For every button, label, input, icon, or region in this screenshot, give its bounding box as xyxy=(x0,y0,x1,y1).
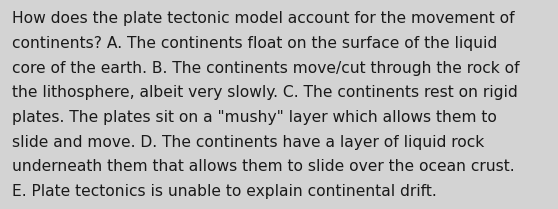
Text: the lithosphere, albeit very slowly. C. The continents rest on rigid: the lithosphere, albeit very slowly. C. … xyxy=(12,85,518,101)
Text: How does the plate tectonic model account for the movement of: How does the plate tectonic model accoun… xyxy=(12,11,515,27)
Text: E. Plate tectonics is unable to explain continental drift.: E. Plate tectonics is unable to explain … xyxy=(12,184,437,199)
Text: plates. The plates sit on a "mushy" layer which allows them to: plates. The plates sit on a "mushy" laye… xyxy=(12,110,497,125)
Text: continents? A. The continents float on the surface of the liquid: continents? A. The continents float on t… xyxy=(12,36,498,51)
Text: slide and move. D. The continents have a layer of liquid rock: slide and move. D. The continents have a… xyxy=(12,135,484,150)
Text: underneath them that allows them to slide over the ocean crust.: underneath them that allows them to slid… xyxy=(12,159,515,175)
Text: core of the earth. B. The continents move/cut through the rock of: core of the earth. B. The continents mov… xyxy=(12,61,520,76)
